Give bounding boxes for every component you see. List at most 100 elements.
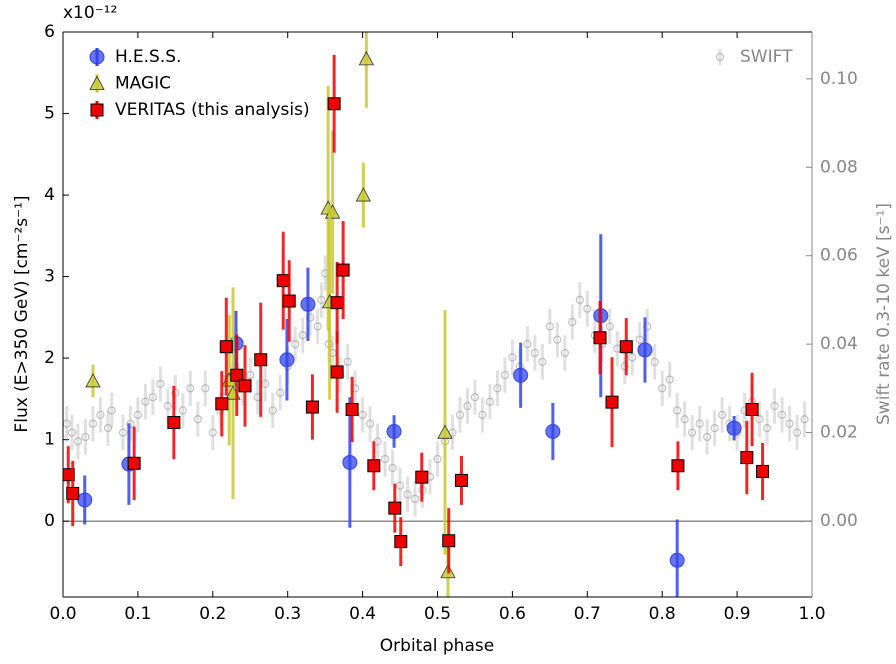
marker xyxy=(671,459,685,473)
marker xyxy=(410,494,420,503)
y-tick-label: 3 xyxy=(44,267,55,287)
marker xyxy=(313,322,322,331)
y2-tick-label: 0.10 xyxy=(820,69,858,89)
marker xyxy=(365,419,375,428)
marker xyxy=(208,428,217,437)
marker xyxy=(770,401,779,411)
marker xyxy=(442,534,456,548)
marker xyxy=(279,352,295,368)
marker xyxy=(513,367,529,383)
x-tick-label: 1.0 xyxy=(798,604,825,624)
marker xyxy=(156,379,165,389)
marker xyxy=(66,486,80,500)
marker xyxy=(330,296,344,310)
marker xyxy=(688,428,697,437)
y-tick-label: 1 xyxy=(44,430,55,450)
marker xyxy=(67,428,77,437)
x-tick-label: 0.0 xyxy=(49,604,76,624)
marker xyxy=(508,353,517,362)
marker xyxy=(593,331,607,345)
marker xyxy=(755,415,764,424)
marker xyxy=(268,406,277,415)
marker xyxy=(103,424,113,433)
x-tick-label: 0.5 xyxy=(424,604,451,624)
marker xyxy=(394,535,408,549)
marker xyxy=(745,402,759,416)
x-tick-label: 0.4 xyxy=(349,604,376,624)
marker xyxy=(77,492,93,508)
plot-area xyxy=(63,32,809,597)
marker xyxy=(230,368,244,382)
marker xyxy=(367,459,381,473)
marker xyxy=(186,384,195,393)
marker xyxy=(530,348,539,358)
marker xyxy=(178,406,187,415)
marker xyxy=(388,463,397,473)
marker xyxy=(437,424,453,439)
marker xyxy=(777,410,787,419)
marker xyxy=(336,263,350,277)
marker xyxy=(291,340,300,349)
y2-tick-label: 0.02 xyxy=(820,423,858,443)
y2-axis-label: Swift rate 0.3-10 keV [s⁻¹] xyxy=(874,203,894,425)
y2-tick-label: 0.04 xyxy=(820,334,858,354)
marker xyxy=(454,473,468,487)
marker xyxy=(276,388,285,397)
y2-tick-label: 0.00 xyxy=(820,511,858,531)
marker xyxy=(605,322,614,331)
marker xyxy=(276,274,290,288)
marker xyxy=(583,304,592,313)
marker xyxy=(89,75,105,90)
marker xyxy=(619,340,633,354)
x-axis-label: Orbital phase xyxy=(380,636,494,656)
marker xyxy=(63,468,75,482)
marker xyxy=(358,51,375,66)
marker xyxy=(403,490,412,499)
marker xyxy=(85,373,101,388)
marker xyxy=(89,49,105,65)
marker xyxy=(478,410,487,419)
x-tick-label: 0.6 xyxy=(499,604,526,624)
marker xyxy=(148,393,157,402)
marker xyxy=(673,406,682,415)
marker xyxy=(785,419,794,428)
x-tick-label: 0.7 xyxy=(574,604,601,624)
y-tick-label: 5 xyxy=(44,104,55,124)
marker xyxy=(90,103,104,117)
marker xyxy=(380,454,390,464)
marker xyxy=(538,357,547,366)
marker xyxy=(568,317,577,327)
marker xyxy=(545,322,554,331)
marker xyxy=(386,423,402,439)
y-tick-label: 2 xyxy=(44,348,55,368)
marker xyxy=(342,454,358,470)
marker xyxy=(327,97,341,111)
marker xyxy=(658,384,667,393)
marker xyxy=(756,464,770,478)
legend-label: MAGIC xyxy=(115,74,171,94)
y-tick-label: 0 xyxy=(44,511,55,531)
marker xyxy=(215,397,229,411)
marker xyxy=(343,357,352,366)
y-tick-label: 4 xyxy=(44,185,55,205)
legend-label: H.E.S.S. xyxy=(115,47,181,67)
marker xyxy=(669,552,685,568)
marker xyxy=(300,296,316,312)
marker xyxy=(710,424,719,433)
marker xyxy=(163,401,172,411)
marker xyxy=(358,410,367,419)
marker xyxy=(726,420,742,436)
marker xyxy=(718,410,727,419)
marker xyxy=(792,428,802,437)
marker xyxy=(500,370,510,380)
marker xyxy=(553,335,562,344)
marker xyxy=(740,451,754,465)
marker xyxy=(96,410,105,419)
marker xyxy=(73,437,83,446)
legend-label: SWIFT xyxy=(740,47,793,67)
marker xyxy=(800,415,809,424)
marker xyxy=(167,416,181,430)
marker xyxy=(433,454,442,464)
marker xyxy=(545,423,561,439)
